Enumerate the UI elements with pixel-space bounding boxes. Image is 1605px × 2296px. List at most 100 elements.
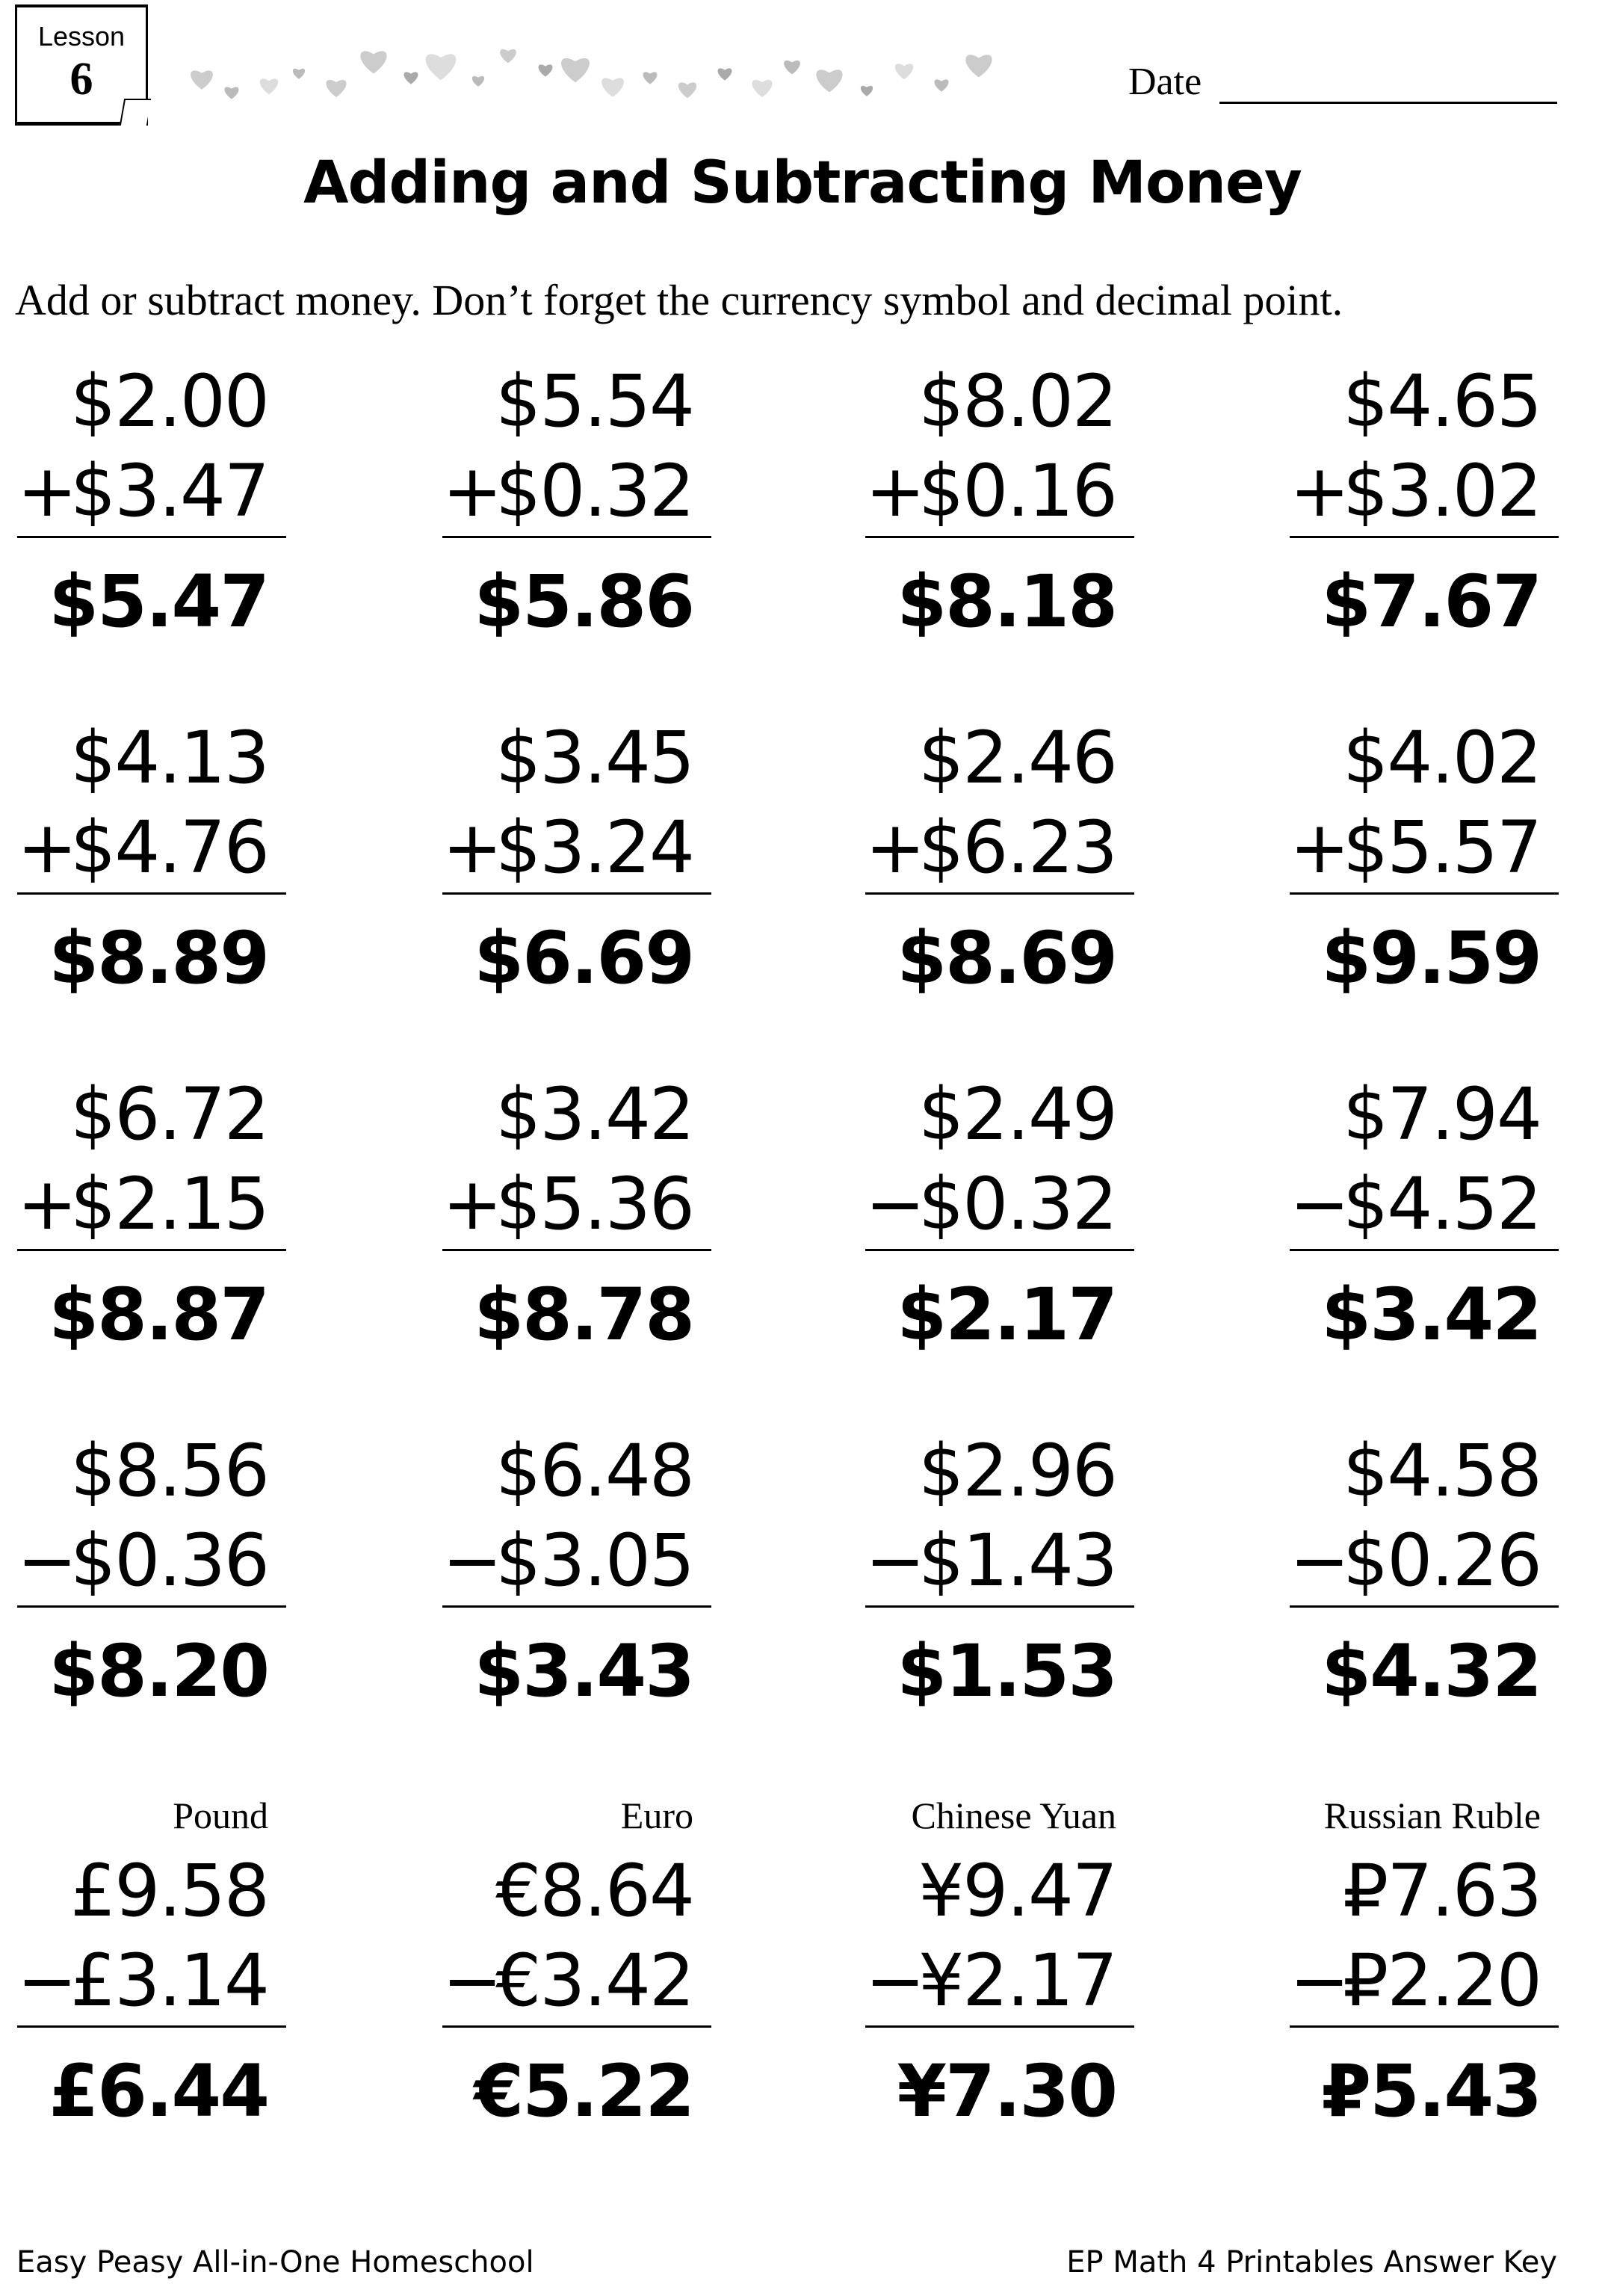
heart-icon xyxy=(191,70,213,90)
sum-line xyxy=(442,1249,711,1251)
sum-line xyxy=(442,1605,711,1608)
operator: − xyxy=(17,1519,78,1602)
lesson-number: 6 xyxy=(69,54,93,105)
answer[interactable]: $8.18 xyxy=(897,560,1118,644)
sum-line xyxy=(1290,1249,1559,1251)
answer[interactable]: $9.59 xyxy=(1321,916,1542,1000)
sum-line xyxy=(17,536,286,538)
sum-line xyxy=(865,2025,1134,2028)
top-number: $3.45 xyxy=(495,716,695,800)
operator: + xyxy=(865,806,926,889)
page-title: Adding and Subtracting Money xyxy=(303,149,1302,217)
top-number: $4.13 xyxy=(70,716,270,800)
top-number: $3.42 xyxy=(495,1073,695,1156)
sum-line xyxy=(17,2025,286,2028)
bottom-number: $0.36 xyxy=(70,1519,270,1602)
heart-icon xyxy=(326,79,347,97)
answer[interactable]: $3.43 xyxy=(474,1629,695,1713)
heart-icon xyxy=(752,79,773,97)
answer[interactable]: $4.32 xyxy=(1321,1629,1542,1713)
top-number: $4.02 xyxy=(1343,716,1542,800)
bottom-number: $4.52 xyxy=(1343,1162,1542,1246)
bottom-number: $1.43 xyxy=(918,1519,1118,1602)
heart-icon xyxy=(403,72,418,84)
heart-icon xyxy=(816,70,843,93)
heart-icon xyxy=(965,55,992,78)
answer[interactable]: $8.69 xyxy=(897,916,1118,1000)
currency-label: Chinese Yuan xyxy=(911,1794,1117,1836)
heart-icon xyxy=(259,78,279,95)
operator: + xyxy=(442,806,503,889)
top-number: $2.46 xyxy=(918,716,1118,800)
answer[interactable]: $8.20 xyxy=(49,1629,270,1713)
instructions: Add or subtract money. Don’t forget the … xyxy=(15,276,1343,324)
top-number: $2.96 xyxy=(918,1429,1118,1513)
answer[interactable]: $2.17 xyxy=(897,1273,1118,1357)
heart-icon xyxy=(292,68,306,79)
top-number: €8.64 xyxy=(495,1849,695,1933)
answer[interactable]: €5.22 xyxy=(474,2049,695,2133)
bottom-number: $6.23 xyxy=(918,806,1118,889)
operator: + xyxy=(17,1162,78,1246)
operator: + xyxy=(442,1162,503,1246)
top-number: $8.56 xyxy=(70,1429,270,1513)
sum-line xyxy=(17,1249,286,1251)
sum-line xyxy=(1290,1605,1559,1608)
heart-icon xyxy=(717,68,732,81)
answer[interactable]: $3.42 xyxy=(1321,1273,1542,1357)
bottom-number: €3.42 xyxy=(495,1939,695,2022)
bottom-number: $0.26 xyxy=(1343,1519,1542,1602)
heart-icon xyxy=(360,51,387,74)
heart-icon xyxy=(538,64,553,77)
heart-icon xyxy=(784,60,800,75)
top-number: $5.54 xyxy=(495,359,695,443)
page-curl-decoration xyxy=(119,99,152,126)
answer[interactable]: $7.67 xyxy=(1321,560,1542,644)
top-number: $4.58 xyxy=(1343,1429,1542,1513)
heart-icon xyxy=(894,64,914,80)
lesson-label: Lesson xyxy=(37,21,126,52)
bottom-number: ₽2.20 xyxy=(1343,1939,1542,2022)
bottom-number: $5.36 xyxy=(495,1162,695,1246)
answer[interactable]: $5.47 xyxy=(49,560,270,644)
top-number: $2.00 xyxy=(70,359,270,443)
bottom-number: $3.02 xyxy=(1343,449,1542,533)
answer[interactable]: ₽5.43 xyxy=(1321,2049,1542,2133)
top-number: ₽7.63 xyxy=(1343,1849,1542,1933)
heart-icon xyxy=(224,87,239,99)
answer[interactable]: $8.78 xyxy=(474,1273,695,1357)
heart-icon xyxy=(500,49,516,64)
top-number: £9.58 xyxy=(70,1849,270,1933)
operator: − xyxy=(865,1939,926,2022)
operator: − xyxy=(865,1519,926,1602)
answer[interactable]: ¥7.30 xyxy=(897,2049,1118,2133)
bottom-number: £3.14 xyxy=(70,1939,270,2022)
answer[interactable]: £6.44 xyxy=(49,2049,270,2133)
answer[interactable]: $1.53 xyxy=(897,1629,1118,1713)
answer[interactable]: $5.86 xyxy=(474,560,695,644)
answer[interactable]: $6.69 xyxy=(474,916,695,1000)
operator: + xyxy=(865,449,926,533)
top-number: $7.94 xyxy=(1343,1073,1542,1156)
operator: + xyxy=(1290,449,1350,533)
bottom-number: $4.76 xyxy=(70,806,270,889)
operator: + xyxy=(17,806,78,889)
top-number: $2.49 xyxy=(918,1073,1118,1156)
sum-line xyxy=(17,892,286,895)
top-number: $4.65 xyxy=(1343,359,1542,443)
bottom-number: $0.16 xyxy=(918,449,1118,533)
bottom-number: $0.32 xyxy=(918,1162,1118,1246)
top-number: $8.02 xyxy=(918,359,1118,443)
bottom-number: $3.05 xyxy=(495,1519,695,1602)
heart-icon xyxy=(934,79,949,92)
date-input-line[interactable] xyxy=(1219,102,1557,104)
lesson-badge: Lesson 6 xyxy=(15,4,152,126)
operator: − xyxy=(17,1939,78,2022)
answer[interactable]: $8.89 xyxy=(49,916,270,1000)
sum-line xyxy=(442,2025,711,2028)
operator: − xyxy=(442,1519,503,1602)
heart-icon xyxy=(561,58,590,83)
answer[interactable]: $8.87 xyxy=(49,1273,270,1357)
heart-icon xyxy=(425,54,457,80)
sum-line xyxy=(442,892,711,895)
